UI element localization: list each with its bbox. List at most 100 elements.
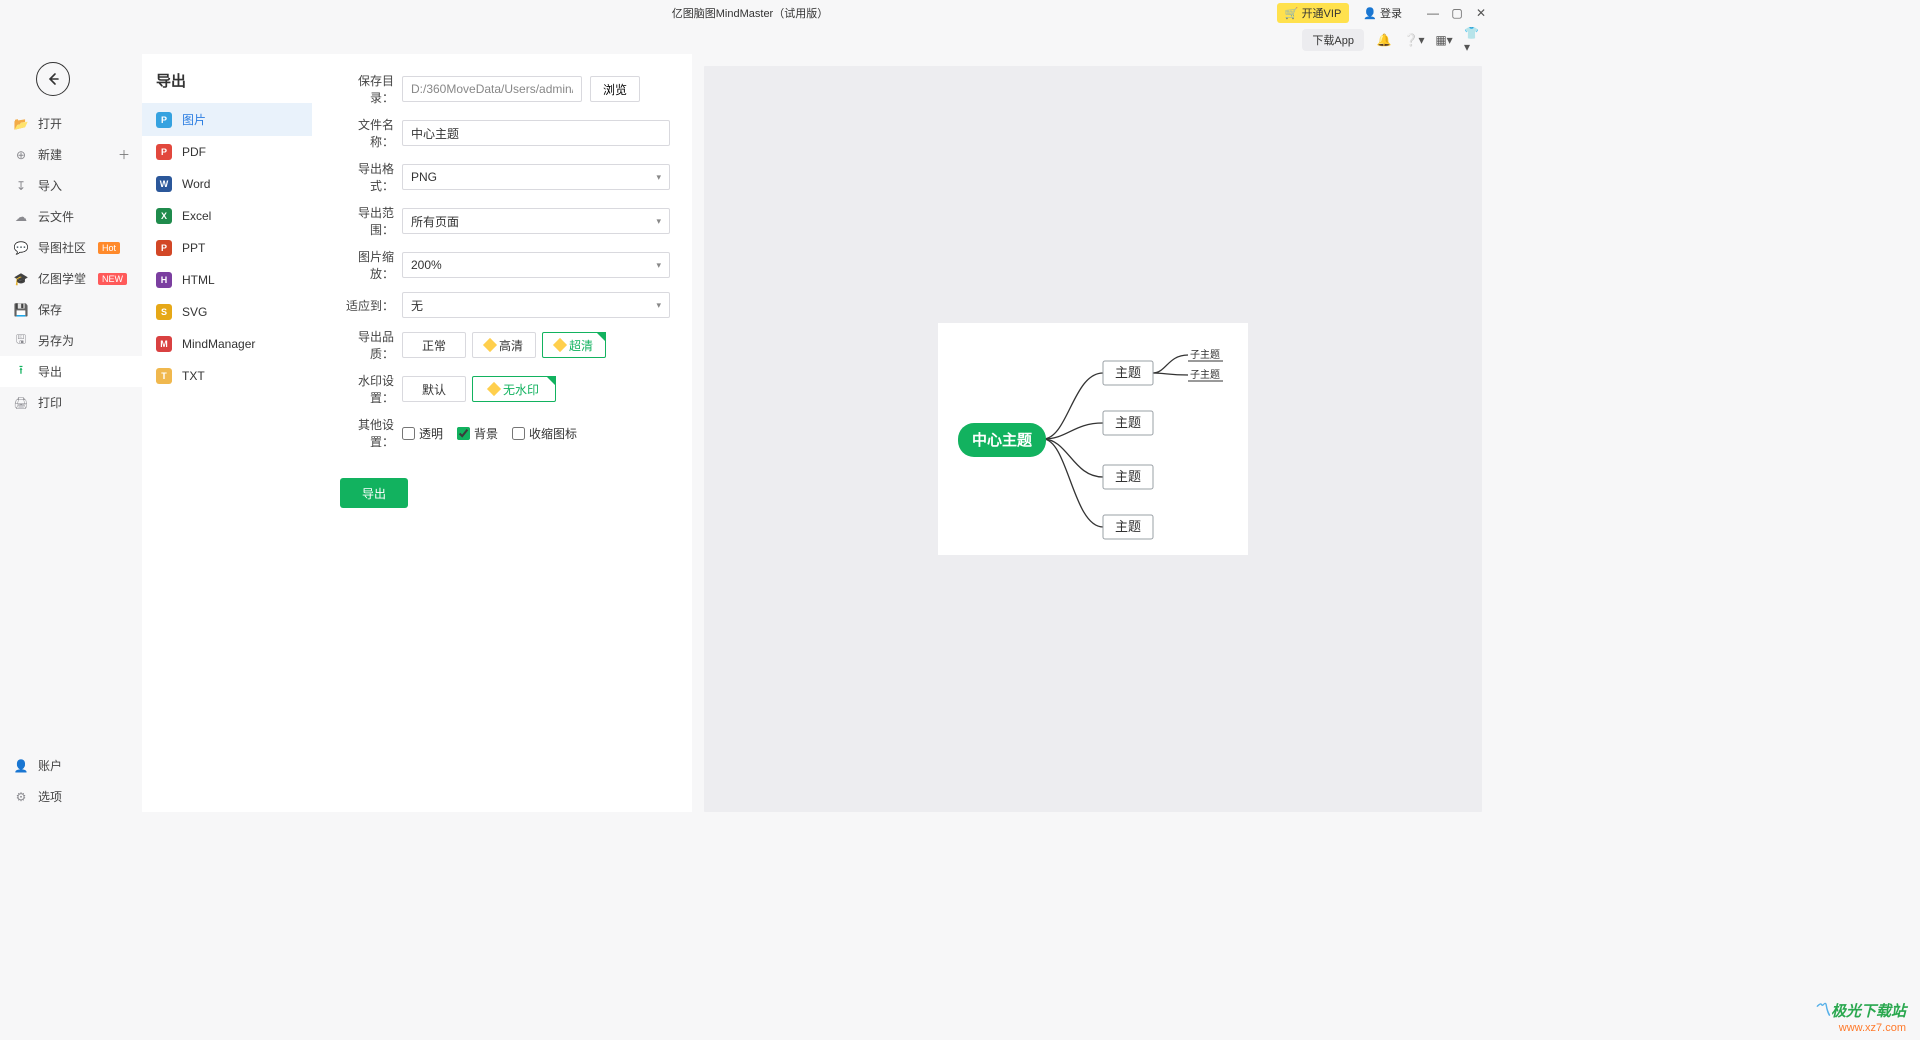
fmt-mindmanager[interactable]: MMindManager — [142, 328, 312, 360]
vip-label: 开通VIP — [1302, 5, 1342, 21]
gear-icon: ⚙ — [14, 790, 28, 804]
row-filename: 文件名称： — [340, 116, 670, 150]
checkbox-background[interactable]: 背景 — [457, 425, 498, 442]
format-select[interactable]: PNG — [402, 164, 670, 190]
add-icon[interactable]: ＋ — [118, 146, 130, 163]
txt-file-icon: T — [156, 368, 172, 384]
nav-label: 打印 — [38, 394, 62, 411]
preview-canvas: 中心主题 主题 主题 主题 主题 子主题 子主题 — [938, 323, 1248, 555]
export-icon: ⭱ — [14, 365, 28, 379]
export-settings: 保存目录： 浏览 文件名称： 导出格式： PNG 导出范围： 所有页面 图片缩放… — [312, 54, 692, 812]
transparent-checkbox[interactable] — [402, 427, 415, 440]
svg-text:主题: 主题 — [1115, 415, 1141, 430]
nav-export[interactable]: ⭱导出 — [0, 356, 142, 387]
vip-button[interactable]: 🛒 开通VIP — [1277, 3, 1349, 23]
row-scope: 导出范围： 所有页面 — [340, 204, 670, 238]
image-file-icon: P — [156, 112, 172, 128]
fmt-label: HTML — [182, 273, 215, 287]
back-button[interactable] — [36, 62, 70, 96]
login-button[interactable]: 👤 登录 — [1357, 3, 1408, 23]
wm-l1b: 下载站 — [1861, 1003, 1906, 1020]
fmt-word[interactable]: WWord — [142, 168, 312, 200]
fmt-svg[interactable]: SSVG — [142, 296, 312, 328]
quality-hd[interactable]: 高清 — [472, 332, 536, 358]
svg-text:主题: 主题 — [1115, 365, 1141, 380]
fmt-label: Excel — [182, 209, 211, 223]
savedir-input[interactable] — [402, 76, 582, 102]
nav-open[interactable]: 📂打开 — [0, 108, 142, 139]
format-label: 导出格式： — [340, 160, 402, 194]
quality-normal[interactable]: 正常 — [402, 332, 466, 358]
checkbox-shrink[interactable]: 收缩图标 — [512, 425, 577, 442]
nav-account[interactable]: 👤账户 — [0, 750, 142, 781]
quality-uhd-label: 超清 — [569, 337, 593, 354]
nav-community[interactable]: 💬导图社区Hot — [0, 232, 142, 263]
user-icon: 👤 — [1363, 7, 1377, 20]
nav-label: 新建 — [38, 146, 62, 163]
scope-select[interactable]: 所有页面 — [402, 208, 670, 234]
nav-school[interactable]: 🎓亿图学堂NEW — [0, 263, 142, 294]
shrink-checkbox[interactable] — [512, 427, 525, 440]
export-title: 导出 — [142, 64, 312, 103]
maximize-button[interactable]: ▢ — [1446, 4, 1468, 22]
watermark-default[interactable]: 默认 — [402, 376, 466, 402]
diamond-icon — [483, 338, 497, 352]
shirt-icon[interactable]: 👕▾ — [1464, 30, 1484, 50]
nav-import[interactable]: ↧导入 — [0, 170, 142, 201]
bell-icon[interactable]: 🔔 — [1374, 30, 1394, 50]
nav-label: 保存 — [38, 301, 62, 318]
center-topic: 中心主题 — [972, 431, 1033, 449]
help-icon[interactable]: ❔▾ — [1404, 30, 1424, 50]
export-button[interactable]: 导出 — [340, 478, 408, 508]
app-title: 亿图脑图MindMaster（试用版） — [672, 5, 828, 21]
row-savedir: 保存目录： 浏览 — [340, 72, 670, 106]
row-other: 其他设置： 透明 背景 收缩图标 — [340, 416, 670, 450]
fmt-html[interactable]: HHTML — [142, 264, 312, 296]
word-file-icon: W — [156, 176, 172, 192]
arrow-left-icon — [45, 71, 61, 87]
fmt-txt[interactable]: TTXT — [142, 360, 312, 392]
nav-label: 选项 — [38, 788, 62, 805]
nav-new[interactable]: ⊕新建＋ — [0, 139, 142, 170]
nav-label: 亿图学堂 — [38, 270, 86, 287]
fit-select[interactable]: 无 — [402, 292, 670, 318]
nav-cloud[interactable]: ☁云文件 — [0, 201, 142, 232]
watermark-seg: 默认 无水印 — [402, 376, 556, 402]
savedir-label: 保存目录： — [340, 72, 402, 106]
browse-button[interactable]: 浏览 — [590, 76, 640, 102]
quality-label: 导出品质： — [340, 328, 402, 362]
fmt-pdf[interactable]: PPDF — [142, 136, 312, 168]
close-button[interactable]: ✕ — [1470, 4, 1492, 22]
export-format-panel: 导出 P图片 PPDF WWord XExcel PPPT HHTML SSVG… — [142, 54, 312, 812]
fmt-image[interactable]: P 图片 — [142, 103, 312, 136]
fmt-label: 图片 — [182, 111, 206, 128]
save-icon: 💾 — [14, 303, 28, 317]
filename-label: 文件名称： — [340, 116, 402, 150]
nav-saveas[interactable]: 🖫另存为 — [0, 325, 142, 356]
download-app-button[interactable]: 下载App — [1302, 29, 1364, 51]
watermark-none-label: 无水印 — [503, 381, 539, 398]
filename-input[interactable] — [402, 120, 670, 146]
quality-uhd[interactable]: 超清 — [542, 332, 606, 358]
fmt-label: PPT — [182, 241, 205, 255]
background-checkbox[interactable] — [457, 427, 470, 440]
diamond-icon — [553, 338, 567, 352]
pdf-file-icon: P — [156, 144, 172, 160]
grid-icon[interactable]: ▦▾ — [1434, 30, 1454, 50]
nav-options[interactable]: ⚙ 选项 — [0, 781, 142, 812]
fmt-ppt[interactable]: PPPT — [142, 232, 312, 264]
zoom-select[interactable]: 200% — [402, 252, 670, 278]
checkbox-transparent[interactable]: 透明 — [402, 425, 443, 442]
watermark-none[interactable]: 无水印 — [472, 376, 556, 402]
nav-save[interactable]: 💾 保存 — [0, 294, 142, 325]
print-icon: 🖨 — [14, 396, 28, 410]
folder-icon: 📂 — [14, 117, 28, 131]
fmt-label: MindManager — [182, 337, 255, 351]
fit-value: 无 — [411, 297, 423, 314]
nav-print[interactable]: 🖨 打印 — [0, 387, 142, 418]
other-label: 其他设置： — [340, 416, 402, 450]
main: 📂打开 ⊕新建＋ ↧导入 ☁云文件 💬导图社区Hot 🎓亿图学堂NEW 💾保存 … — [0, 54, 1500, 812]
fmt-excel[interactable]: XExcel — [142, 200, 312, 232]
minimize-button[interactable]: — — [1422, 4, 1444, 22]
nav-label: 云文件 — [38, 208, 74, 225]
